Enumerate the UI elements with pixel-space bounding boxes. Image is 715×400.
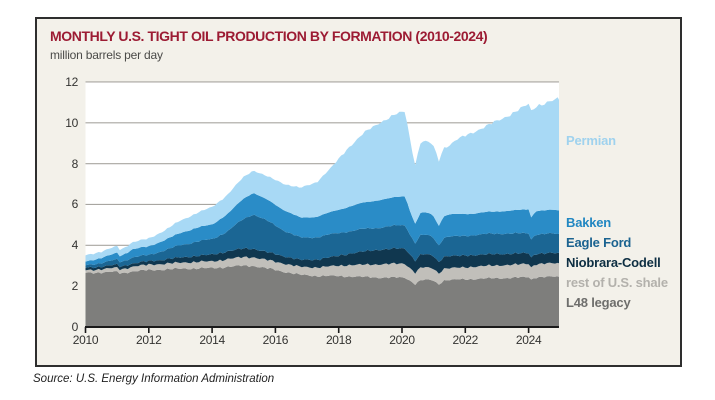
x-tick-label-2014: 2014 <box>199 333 225 347</box>
x-tick-label-2024: 2024 <box>515 333 542 347</box>
area-permian <box>85 97 559 262</box>
legend-eagle-ford: Eagle Ford <box>566 235 632 250</box>
y-tick-label-12: 12 <box>65 74 78 89</box>
legend-bakken: Bakken <box>566 215 612 230</box>
x-tick-label-2010: 2010 <box>72 333 99 347</box>
chart-title: MONTHLY U.S. TIGHT OIL PRODUCTION BY FOR… <box>50 28 488 44</box>
x-tick-label-2022: 2022 <box>452 333 479 347</box>
source-note: Source: U.S. Energy Information Administ… <box>33 373 275 385</box>
y-tick-label-0: 0 <box>71 320 79 334</box>
legend-permian: Permian <box>566 133 616 148</box>
area-bakken <box>85 193 559 266</box>
area-niobrara-codell <box>85 247 559 274</box>
x-tick-label-2016: 2016 <box>262 333 289 347</box>
y-tick-label-10: 10 <box>65 115 78 130</box>
area-l48-legacy <box>85 265 559 327</box>
y-tick-label-6: 6 <box>71 197 79 212</box>
chart-units-label: million barrels per day <box>50 48 163 62</box>
legend-rest-of-u-s-shale: rest of U.S. shale <box>566 275 668 290</box>
x-tick-label-2018: 2018 <box>325 333 352 347</box>
area-rest-of-u-s-shale <box>85 256 559 285</box>
legend-l48-legacy: L48 legacy <box>566 295 631 310</box>
y-tick-label-2: 2 <box>71 279 79 294</box>
legend-niobrara-codell: Niobrara-Codell <box>566 255 661 270</box>
y-tick-label-4: 4 <box>71 238 79 253</box>
area-eagle-ford <box>85 214 559 269</box>
x-tick-label-2012: 2012 <box>136 333 162 347</box>
y-tick-label-8: 8 <box>71 156 79 171</box>
x-tick-label-2020: 2020 <box>389 333 415 347</box>
